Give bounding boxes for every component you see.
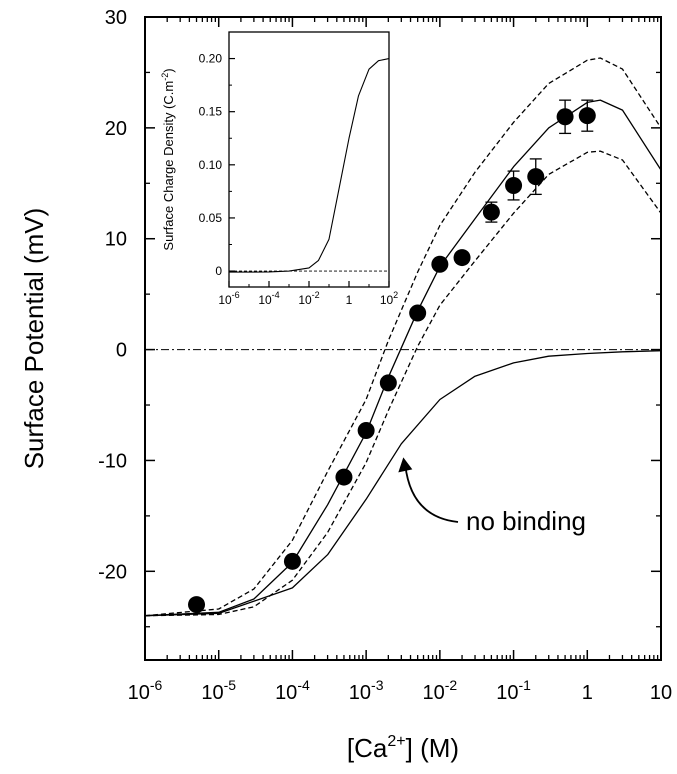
data-point [379,374,397,392]
inset-x-tick-label-base: 10 [258,293,272,307]
data-point [357,422,375,440]
annotation-arrow-head [398,457,413,473]
main-plot-frame [144,16,662,661]
x-tick-label-base: 10 [423,682,445,704]
x-tick-label-base: 10 [496,682,518,704]
x-tick-label: 10-6 [128,677,163,704]
x-tick-label: 10-4 [275,677,310,704]
inset-charge-density-curve [229,58,390,273]
inset-y-axis-title-part: ) [161,68,176,72]
x-tick-label-exponent: -3 [371,677,384,693]
x-axis-title-part: [Ca [347,733,388,763]
x-axis-title: [Ca2+] (M) [347,733,459,763]
data-point [335,468,353,486]
inset-y-tick-label: 0.05 [199,211,223,225]
data-point [505,177,523,195]
x-tick-label: 10 [650,682,672,704]
data-point [453,249,471,267]
y-tick-label: 0 [116,340,127,362]
inset-y-tick-label: 0.10 [199,158,223,172]
y-axis-title: Surface Potential (mV) [19,208,49,470]
inset-plot: 10-6 10-4 10-2 1 10200.050.100.150.20Surface… [160,31,398,307]
inset-x-tick-label: 10-6 [218,290,239,307]
data-point [527,168,545,186]
y-tick-label: 30 [105,7,127,29]
inset-y-axis-title-part: Surface Charge Density (C.m [161,81,176,251]
annotation-arrow-line [404,465,459,523]
x-tick-label: 10-3 [349,677,384,704]
inset-x-tick-label-base: 10 [298,293,312,307]
data-point [431,255,449,273]
inset-y-axis-title: Surface Charge Density (C.m-2) [160,68,176,250]
inset-x-tick-label: 1 [346,293,353,307]
fit-bound-dashed-curve [144,150,662,617]
inset-x-tick-label-exponent: -4 [272,290,280,300]
x-tick-label-exponent: -4 [297,677,310,693]
inset-x-tick-label-base: 10 [380,293,394,307]
x-tick-label: 10-1 [496,677,531,704]
x-axis-title-superscript: 2+ [387,733,405,750]
x-tick-label-base: 1 [582,682,593,704]
inset-x-tick-label: 10-4 [258,290,279,307]
x-tick-label: 10-2 [423,677,458,704]
inset-x-tick-label-base: 10 [218,293,232,307]
fit-bound-dashed-curve [144,57,662,617]
y-tick-label: -10 [98,450,127,472]
x-tick-label-exponent: -1 [518,677,531,693]
x-tick-label-exponent: -5 [224,677,237,693]
inset-x-tick-label: 10-2 [298,290,319,307]
inset-y-tick-label: 0 [215,264,222,278]
x-tick-label-base: 10 [128,682,150,704]
y-tick-label: 20 [105,118,127,140]
x-tick-label-base: 10 [275,682,297,704]
inset-y-tick-label: 0.15 [199,105,223,119]
y-tick-label: -20 [98,561,127,583]
data-point [188,596,206,614]
main-plot: 10-6 10-5 10-4 10-3 10-2 10-1 1 10-20-100102030… [19,7,672,763]
inset-x-tick-label: 102 [380,290,398,307]
data-point [556,108,574,126]
x-axis-title-part: ] (M) [406,733,459,763]
inset-x-tick-label-exponent: -6 [232,290,240,300]
x-tick-label-base: 10 [349,682,371,704]
y-tick-label: 10 [105,229,127,251]
inset-x-tick-label-exponent: -2 [312,290,320,300]
data-point [578,107,596,125]
x-tick-label-base: 10 [201,682,223,704]
fit-curve [144,99,662,617]
data-point [482,203,500,221]
x-tick-label-base: 10 [650,682,672,704]
no-binding-label: no binding [466,506,586,536]
inset-y-axis-title-superscript: -2 [160,73,170,81]
inset-plot-frame [228,31,390,288]
inset-y-tick-label: 0.20 [199,52,223,66]
data-point [283,552,301,570]
x-tick-label: 10-5 [201,677,236,704]
no-binding-curve [144,350,662,617]
x-tick-label-exponent: -6 [150,677,163,693]
inset-x-tick-label-exponent: 2 [393,290,398,300]
inset-x-tick-label-base: 1 [346,293,353,307]
x-tick-label-exponent: -2 [445,677,458,693]
x-tick-label: 1 [582,682,593,704]
data-point [409,304,427,322]
